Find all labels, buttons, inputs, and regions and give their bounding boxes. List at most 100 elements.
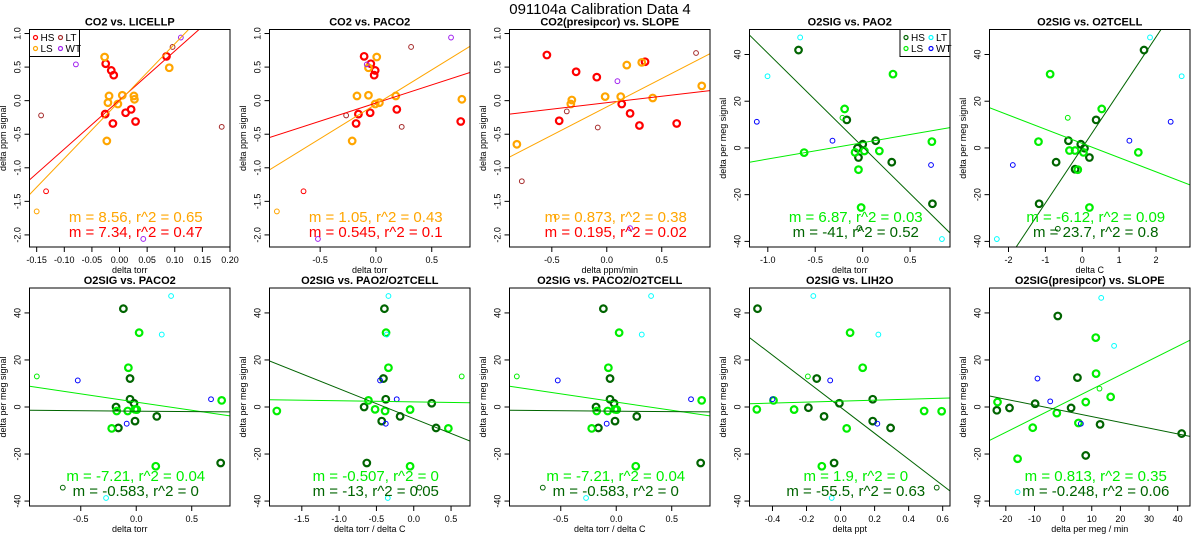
point-hs (1085, 153, 1094, 162)
point-wt (140, 236, 147, 242)
legend: HS LT LS WT (29, 29, 82, 57)
points-layer (269, 293, 470, 501)
point-ls (1081, 397, 1091, 407)
point-wt (753, 118, 760, 125)
point-wt (928, 162, 934, 168)
point-hs (125, 374, 135, 383)
point-lt (1178, 73, 1185, 80)
point-ls (1013, 454, 1022, 464)
point-wt (554, 377, 561, 384)
x-axis-label: delta torr (352, 265, 388, 275)
point-ls (151, 461, 161, 471)
point-lt (169, 44, 176, 50)
y-tick-label: -2.0 (253, 227, 263, 243)
point-hs (812, 374, 822, 383)
panel-title: O2SIG vs. PACO2/O2TCELL (537, 275, 683, 287)
point-wt (829, 137, 836, 144)
fit-annotation: m = -7.21, r^2 = 0.04 (546, 468, 685, 485)
x-axis-label: delta torr / delta C (574, 524, 646, 534)
point-wt (1034, 375, 1041, 382)
fit-line-1 (29, 29, 200, 181)
point-hs (100, 109, 110, 119)
y-tick-label: -20 (253, 448, 263, 461)
y-axis-label: delta ppm signal (478, 105, 488, 171)
fit-annotation: m = -0.583, r^2 = 0 (553, 483, 679, 500)
point-ls (937, 406, 947, 416)
y-tick-label: 0 (973, 145, 983, 150)
x-tick-label: 0.0 (601, 255, 614, 265)
panel-9: O2SIG vs. LIH2O -0.4 -0.2 0.0 0.2 0.4 0.6 -40 -2… (718, 275, 951, 534)
point-lt (1098, 294, 1105, 301)
point-hs (819, 412, 829, 421)
point-hs (1064, 136, 1073, 146)
y-tick-label: -20 (13, 448, 23, 461)
fit-line-2 (29, 29, 189, 195)
fit-line-1 (509, 385, 710, 417)
panel-7: O2SIG vs. PAO2/O2TCELL -1.5 -1.0 -0.5 0.0 0.5… (238, 275, 471, 534)
point-hs (803, 403, 813, 413)
fit-line-2 (29, 409, 230, 413)
legend-marker (903, 45, 909, 52)
y-tick-label: 0.5 (13, 61, 23, 74)
panel-3: CO2(presipcor) vs. SLOPE -0.5 0.0 0.5 -2.0 -1… (478, 17, 711, 275)
fit-line-1 (749, 34, 950, 234)
y-tick-label: 0 (493, 404, 503, 409)
point-ls (1097, 104, 1107, 114)
x-tick-label: 40 (1173, 514, 1183, 524)
x-axis-label: delta torr (112, 524, 148, 534)
plot-box (29, 287, 231, 507)
x-tick-label: 0.2 (868, 514, 881, 524)
y-axis-label: delta per meg signal (958, 98, 968, 179)
point-ls (457, 94, 467, 104)
legend-marker (32, 34, 39, 41)
point-hs-thin (43, 188, 49, 195)
fit-annotation: m = 0.873, r^2 = 0.38 (545, 209, 687, 226)
x-tick-label: -0.5 (73, 514, 89, 524)
y-tick-label: 0.0 (13, 94, 23, 107)
point-hs (632, 412, 642, 421)
y-tick-label: 1.0 (253, 27, 263, 40)
point-wt (363, 61, 370, 68)
point-lt (693, 50, 699, 56)
x-axis-label: delta torr (112, 265, 148, 275)
point-ls (384, 363, 393, 373)
point-ls (380, 406, 390, 416)
y-tick-label: 1.0 (13, 27, 23, 40)
point-hs (672, 119, 682, 128)
plot-box (989, 287, 1191, 507)
panel-1: CO2 vs. LICELLP -0.15 -0.10 -0.05 0.00 0.05 0.… (0, 17, 239, 276)
point-wt (603, 420, 610, 427)
legend-box (29, 29, 80, 57)
point-ls (123, 363, 133, 373)
x-axis-label: delta C (1075, 265, 1104, 275)
figure-title: 091104a Calibration Data 4 (509, 1, 691, 18)
point-hs (696, 458, 706, 468)
points-layer (989, 294, 1190, 496)
point-ls-thin (839, 114, 846, 121)
point-ls (1034, 137, 1043, 147)
x-tick-label: -1.5 (294, 514, 310, 524)
point-hs (365, 108, 375, 118)
y-tick-label: 20 (253, 355, 263, 365)
point-ls-thin (33, 208, 40, 215)
point-hs-thin (933, 484, 940, 491)
point-ls (104, 91, 114, 101)
point-lt (810, 293, 817, 299)
point-ls (272, 406, 282, 416)
point-hs (109, 70, 119, 80)
point-hs (886, 423, 895, 433)
y-axis-label: delta per meg signal (0, 356, 8, 437)
point-ls (1073, 165, 1083, 175)
points-layer (989, 29, 1190, 247)
plot-box (29, 29, 231, 248)
point-wt (1047, 398, 1054, 405)
point-hs-thin (1054, 225, 1061, 232)
point-hs-thin (856, 225, 863, 231)
y-tick-label: 20 (493, 355, 503, 365)
legend-label: WT (66, 44, 82, 55)
points-layer (749, 293, 950, 501)
point-ls (587, 423, 597, 433)
point-ls (603, 363, 613, 373)
point-hs (1066, 403, 1076, 413)
legend-marker (903, 34, 909, 41)
